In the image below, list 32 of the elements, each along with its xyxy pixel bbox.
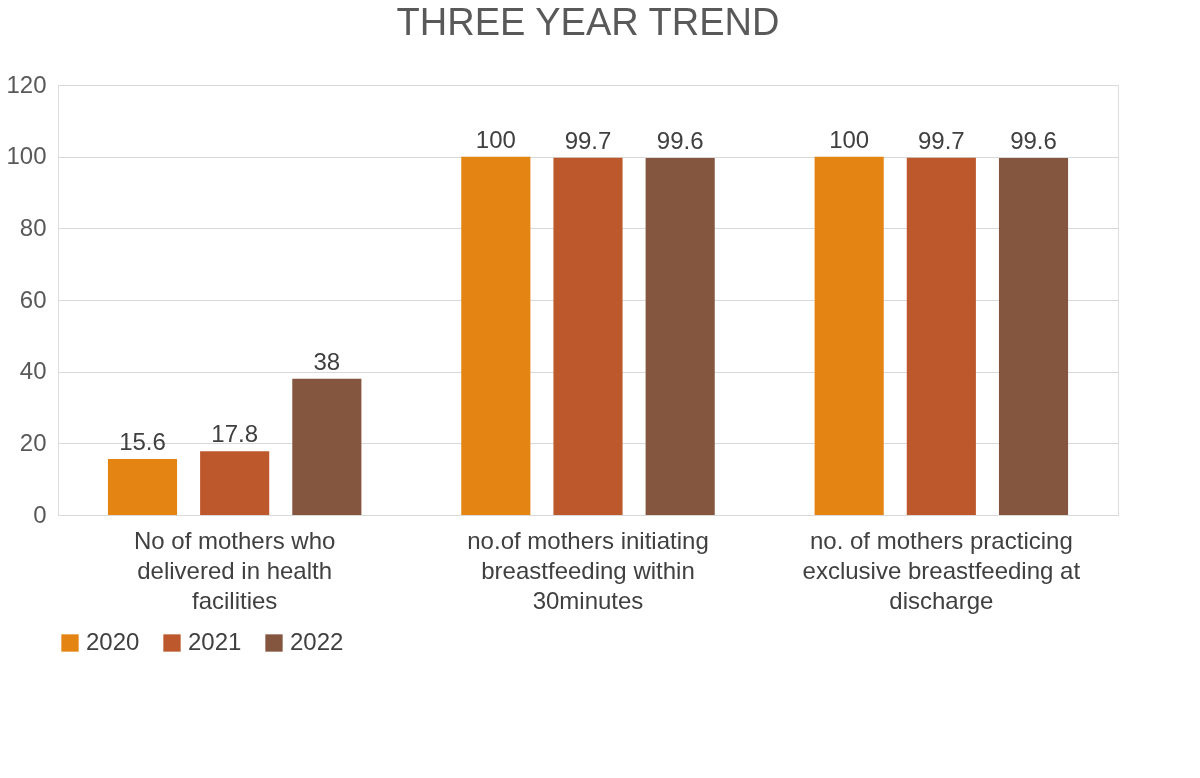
bar	[814, 156, 884, 515]
legend-label: 2022	[290, 628, 344, 655]
data-label: 99.7	[917, 126, 965, 154]
chart-title: THREE YEAR TREND	[396, 1, 780, 43]
data-label: 99.6	[656, 127, 704, 155]
y-tick-label: 120	[6, 70, 47, 98]
bar	[906, 157, 976, 515]
data-label: 99.7	[564, 126, 612, 154]
bar	[998, 158, 1069, 515]
y-tick-label: 0	[33, 500, 47, 528]
y-tick-label: 20	[19, 428, 47, 456]
bar	[461, 156, 531, 515]
bar	[200, 451, 270, 515]
data-label: 99.6	[1010, 127, 1057, 155]
bar	[553, 157, 623, 515]
x-tick-label: no. of mothers practicing exclusive breastfeeding at discharge	[802, 526, 1081, 614]
y-tick-label: 80	[19, 213, 47, 241]
x-tick-label: no.of mothers initiating breastfeeding within 30minutes	[467, 526, 709, 614]
y-tick-label: 60	[19, 285, 47, 313]
x-tick-label: No of mothers who delivered in health facilities	[133, 526, 336, 614]
data-label: 17.8	[211, 420, 259, 448]
bar	[292, 378, 362, 515]
data-label: 100	[475, 125, 516, 153]
legend-label: 2021	[188, 628, 242, 655]
y-tick-label: 40	[19, 357, 47, 385]
bar	[107, 459, 178, 515]
bar	[645, 158, 715, 515]
legend-label: 2020	[86, 628, 140, 655]
data-label: 100	[829, 125, 870, 153]
data-label: 15.6	[119, 428, 166, 456]
data-label: 38	[313, 347, 341, 375]
y-tick-label: 100	[6, 142, 47, 170]
